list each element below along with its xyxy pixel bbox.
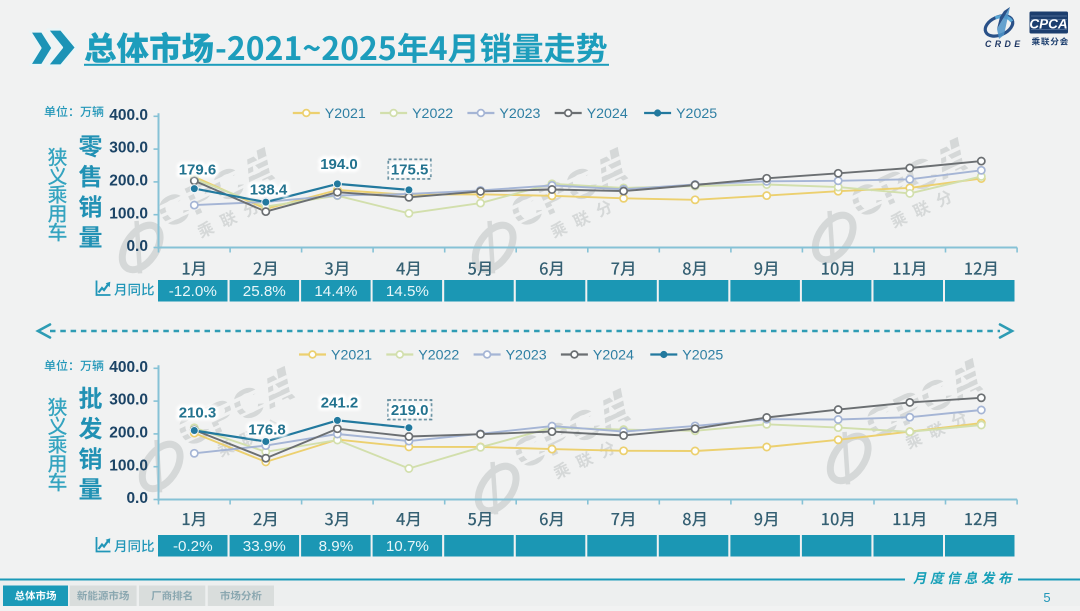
svg-text:0.0: 0.0 xyxy=(126,490,148,507)
svg-text:-12.0%: -12.0% xyxy=(169,283,217,300)
svg-text:219.0: 219.0 xyxy=(391,402,429,419)
svg-text:14.4%: 14.4% xyxy=(314,283,357,300)
svg-text:300.0: 300.0 xyxy=(109,392,148,409)
svg-text:200.0: 200.0 xyxy=(109,173,148,190)
svg-text:5: 5 xyxy=(1043,590,1050,605)
svg-text:Y2024: Y2024 xyxy=(587,106,628,122)
svg-text:Y2023: Y2023 xyxy=(499,106,540,122)
svg-text:Y2022: Y2022 xyxy=(412,106,453,122)
svg-text:210.3: 210.3 xyxy=(179,405,217,422)
svg-text:CPCA: CPCA xyxy=(1029,17,1067,32)
svg-text:100.0: 100.0 xyxy=(109,457,148,474)
svg-text:300.0: 300.0 xyxy=(109,140,148,157)
svg-text:Y2025: Y2025 xyxy=(676,106,717,122)
svg-text:200.0: 200.0 xyxy=(109,425,148,442)
svg-text:176.8: 176.8 xyxy=(248,422,286,439)
svg-text:400.0: 400.0 xyxy=(109,359,148,376)
svg-text:241.2: 241.2 xyxy=(321,395,359,412)
svg-text:179.6: 179.6 xyxy=(179,162,217,179)
svg-text:219.0: 219.0 xyxy=(391,402,429,419)
svg-text:194.0: 194.0 xyxy=(320,156,358,173)
svg-text:179.6: 179.6 xyxy=(179,162,217,179)
svg-text:Y2025: Y2025 xyxy=(682,347,723,363)
svg-text:25.8%: 25.8% xyxy=(243,283,286,300)
svg-text:10.7%: 10.7% xyxy=(386,538,429,555)
svg-text:194.0: 194.0 xyxy=(320,156,358,173)
svg-text:8.9%: 8.9% xyxy=(319,538,354,555)
svg-text:-0.2%: -0.2% xyxy=(173,538,213,555)
svg-text:Y2022: Y2022 xyxy=(418,347,459,363)
svg-text:175.5: 175.5 xyxy=(391,162,429,179)
svg-text:CRDE: CRDE xyxy=(985,39,1024,49)
svg-text:Y2021: Y2021 xyxy=(325,106,366,122)
svg-text:Y2024: Y2024 xyxy=(593,347,634,363)
svg-text:0.0: 0.0 xyxy=(126,238,148,255)
svg-text:175.5: 175.5 xyxy=(391,162,429,179)
svg-text:138.4: 138.4 xyxy=(250,182,288,199)
svg-text:Y2021: Y2021 xyxy=(331,347,372,363)
svg-text:400.0: 400.0 xyxy=(109,107,148,124)
svg-text:138.4: 138.4 xyxy=(250,182,288,199)
svg-text:241.2: 241.2 xyxy=(321,395,359,412)
svg-text:210.3: 210.3 xyxy=(179,405,217,422)
svg-text:14.5%: 14.5% xyxy=(386,283,429,300)
svg-text:33.9%: 33.9% xyxy=(243,538,286,555)
svg-text:100.0: 100.0 xyxy=(109,205,148,222)
svg-text:176.8: 176.8 xyxy=(248,422,286,439)
svg-text:Y2023: Y2023 xyxy=(506,347,547,363)
